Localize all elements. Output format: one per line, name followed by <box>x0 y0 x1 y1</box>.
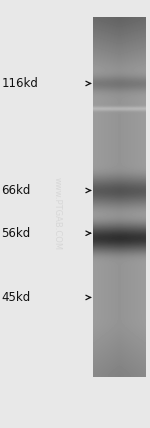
Text: www.PTGAB.COM: www.PTGAB.COM <box>52 178 62 250</box>
Text: 66kd: 66kd <box>2 184 31 197</box>
Text: 56kd: 56kd <box>2 227 31 240</box>
Text: 116kd: 116kd <box>2 77 38 90</box>
Text: 45kd: 45kd <box>2 291 31 304</box>
